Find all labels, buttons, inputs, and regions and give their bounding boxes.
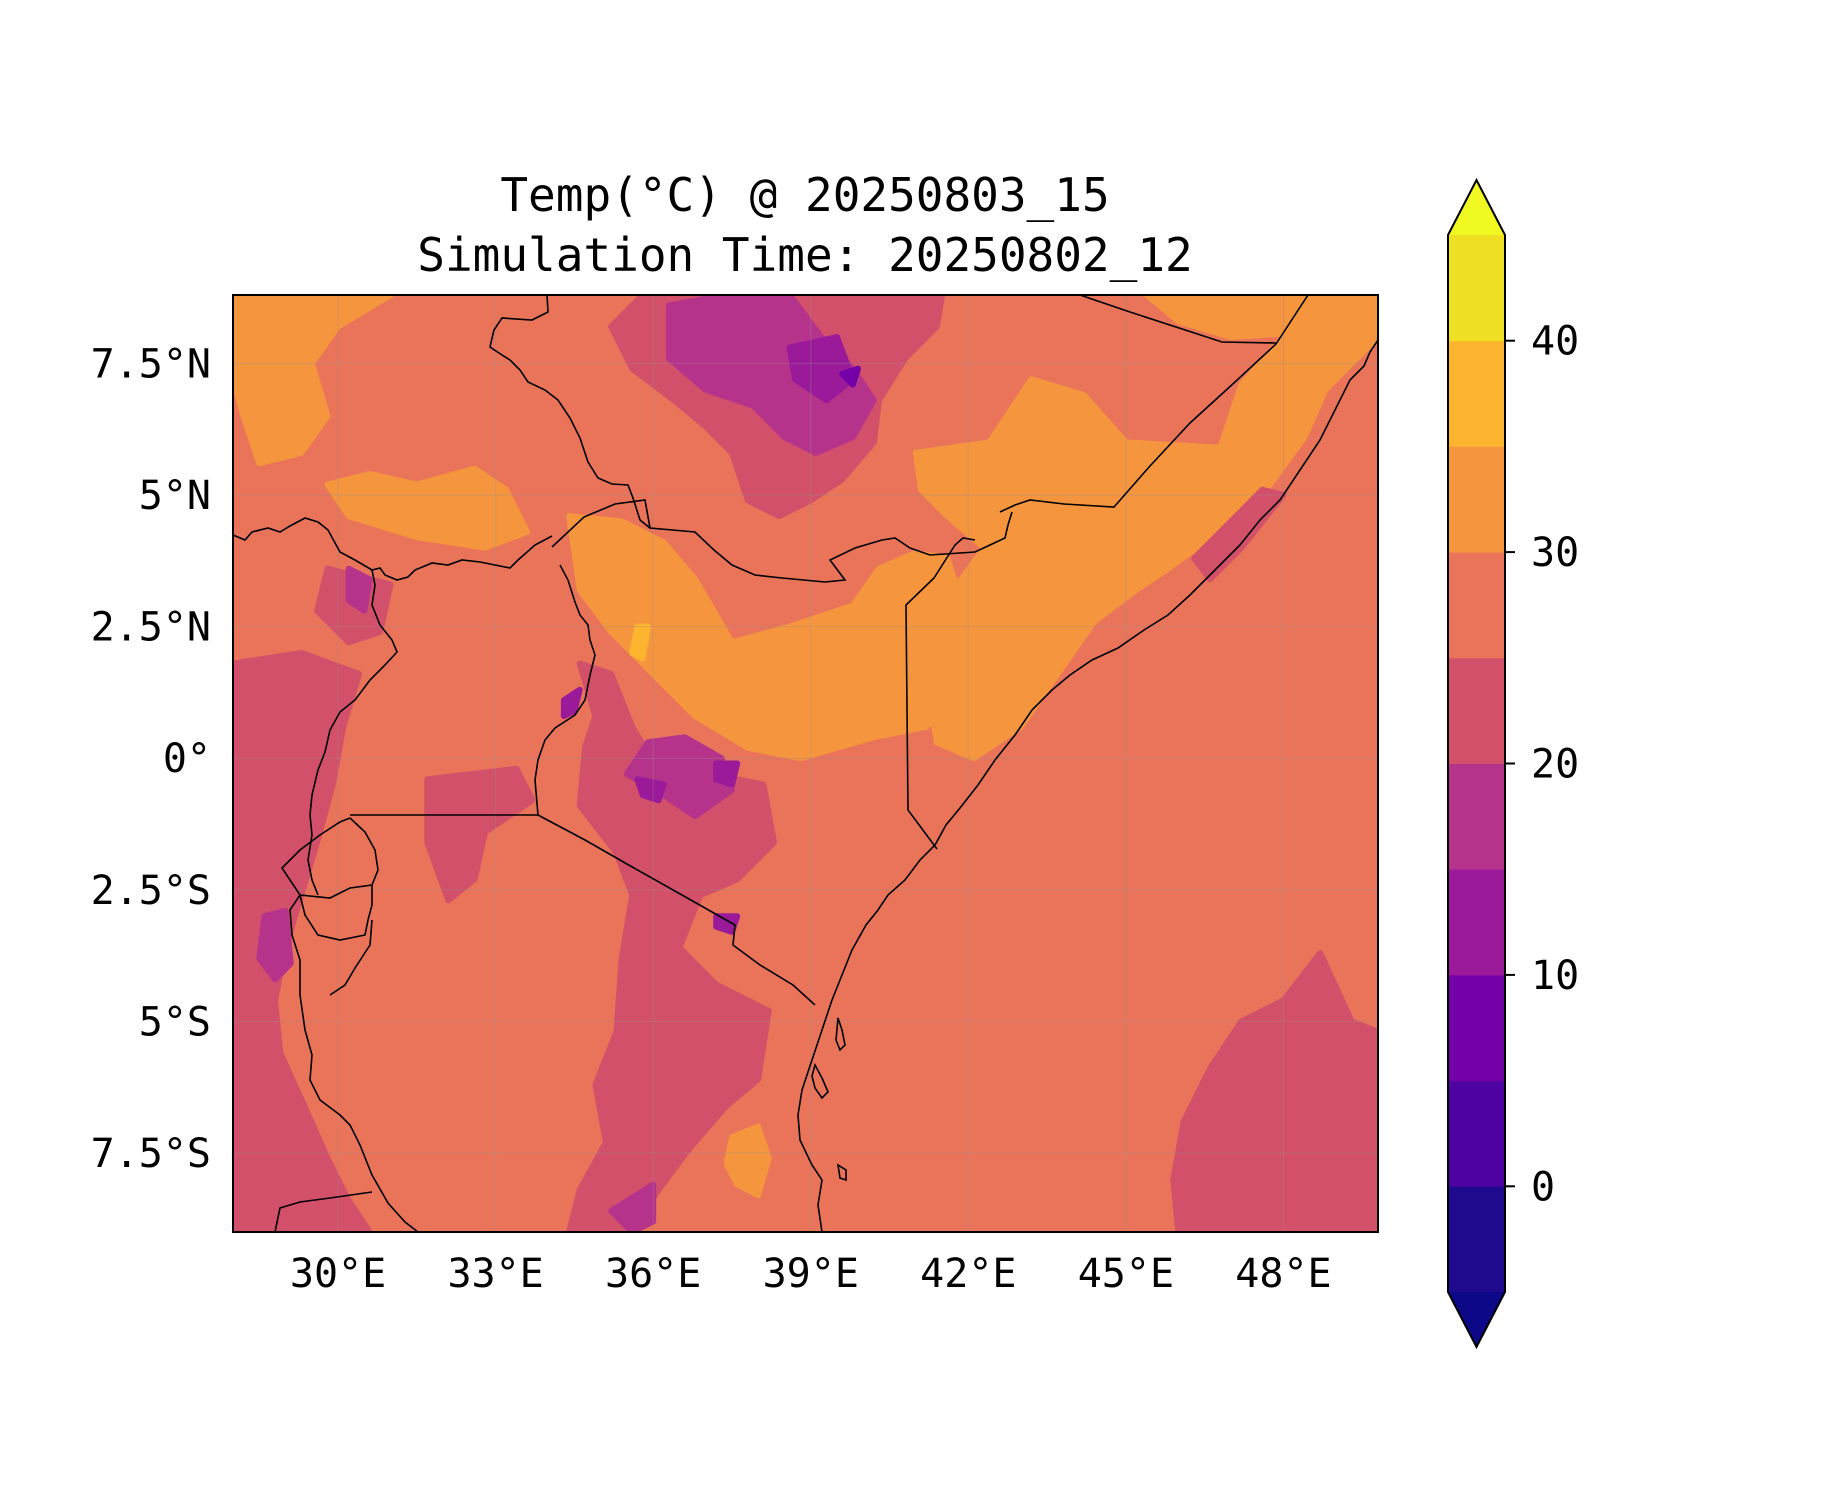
mafia-island xyxy=(836,1163,847,1182)
map-subtitle: Simulation Time: 20250802_12 xyxy=(417,228,1193,282)
border-uganda-west xyxy=(307,814,319,896)
colorbar-tick-label: 40 xyxy=(1531,319,1579,365)
border-kenya-tanzania xyxy=(537,814,816,1006)
colorbar-tick-label: 10 xyxy=(1531,953,1579,999)
y-tick-label: 5°S xyxy=(139,999,211,1045)
colorbar-tick-label: 20 xyxy=(1531,742,1579,788)
map-title: Temp(°C) @ 20250803_15 xyxy=(500,168,1110,222)
colorbar-band xyxy=(1448,974,1505,1082)
y-tick-label: 7.5°N xyxy=(91,341,211,387)
contour-region-5-10 xyxy=(839,365,861,388)
border-ethiopia-somalia xyxy=(999,295,1309,513)
x-tick-label: 42°E xyxy=(920,1251,1016,1297)
border-burundi xyxy=(299,885,373,941)
x-tick-label: 45°E xyxy=(1078,1251,1174,1297)
x-tick-label: 30°E xyxy=(290,1251,386,1297)
pemba-island xyxy=(835,1017,846,1052)
contour-region-15-20 xyxy=(345,565,373,614)
contour-region-15-20 xyxy=(608,1181,657,1232)
coastline xyxy=(797,339,1378,1232)
y-tick-label: 7.5°S xyxy=(91,1131,211,1177)
x-tick-label: 36°E xyxy=(605,1251,701,1297)
border-southsudan-uganda xyxy=(233,517,553,581)
country-borders xyxy=(233,295,1378,1232)
colorbar-tick-label: 0 xyxy=(1531,1164,1555,1210)
lake-tanganyika-shore xyxy=(289,894,419,1232)
border-drc-uganda xyxy=(309,569,398,816)
border-uganda-kenya xyxy=(534,564,596,816)
contour-region-15-20 xyxy=(665,295,877,456)
contour-region-20-25 xyxy=(1191,486,1287,583)
map-area: 30°E 33°E 36°E 39°E 42°E 45°E 48°E 7.5°N 5°N 2.5… xyxy=(91,294,1379,1297)
colorbar-band xyxy=(1448,657,1505,764)
border-southsudan-ethiopia xyxy=(489,295,651,529)
colorbar-band xyxy=(1448,340,1505,447)
colorbar-band xyxy=(1448,1186,1505,1293)
contour-region-30-35 xyxy=(1143,295,1378,341)
border-ethiopia-kenya xyxy=(551,499,1013,583)
map-frame xyxy=(232,294,1379,1233)
zanzibar-island xyxy=(811,1062,829,1100)
border-ethiopia-djibouti xyxy=(1079,295,1277,344)
contour-region-20-25 xyxy=(424,765,536,904)
border-zambia-tanzania xyxy=(274,1191,373,1232)
colorbar-tick-label: 30 xyxy=(1531,530,1579,576)
contour-region-15-20 xyxy=(256,907,294,983)
colorbar-band xyxy=(1448,1080,1505,1187)
contour-region-30-35 xyxy=(912,295,1378,762)
colorbar-band xyxy=(1448,869,1505,976)
contour-region-30-35 xyxy=(233,295,394,467)
border-burundi-tanzania xyxy=(329,919,373,996)
contour-region-20-25 xyxy=(1170,950,1378,1232)
contour-region-10-15 xyxy=(634,776,667,804)
contour-region-10-15 xyxy=(713,913,741,935)
colorbar-band xyxy=(1448,763,1505,870)
colorbar-over-arrow xyxy=(1448,180,1505,235)
contour-region-10-15 xyxy=(786,334,856,404)
y-tick-label: 2.5°N xyxy=(91,605,211,651)
colorbar-band xyxy=(1448,446,1505,553)
x-tick-label: 33°E xyxy=(447,1251,543,1297)
border-somalia-kenya xyxy=(905,537,976,850)
y-tick-label: 0° xyxy=(163,736,211,782)
temperature-contours xyxy=(233,295,1378,1232)
colorbar: 0 10 20 30 40 xyxy=(1447,177,1579,1350)
y-axis-ticks: 7.5°N 5°N 2.5°N 0° 2.5°S 5°S 7.5°S xyxy=(91,341,211,1177)
x-tick-label: 39°E xyxy=(763,1251,859,1297)
colorbar-band xyxy=(1448,235,1505,342)
contour-region-30-35 xyxy=(723,1123,772,1199)
y-tick-label: 5°N xyxy=(139,473,211,519)
contour-region-10-15 xyxy=(560,686,583,720)
contour-region-35-40 xyxy=(629,623,651,662)
colorbar-band xyxy=(1448,552,1505,659)
colorbar-outline xyxy=(1447,177,1506,1350)
contour-region-30-35 xyxy=(324,465,531,551)
colorbar-under-arrow xyxy=(1448,1292,1505,1347)
x-axis-ticks: 30°E 33°E 36°E 39°E 42°E 45°E 48°E xyxy=(290,1251,1332,1297)
y-tick-label: 2.5°S xyxy=(91,868,211,914)
contour-region-10-15 xyxy=(713,760,741,788)
border-rwanda xyxy=(280,817,379,899)
x-tick-label: 48°E xyxy=(1235,1251,1331,1297)
